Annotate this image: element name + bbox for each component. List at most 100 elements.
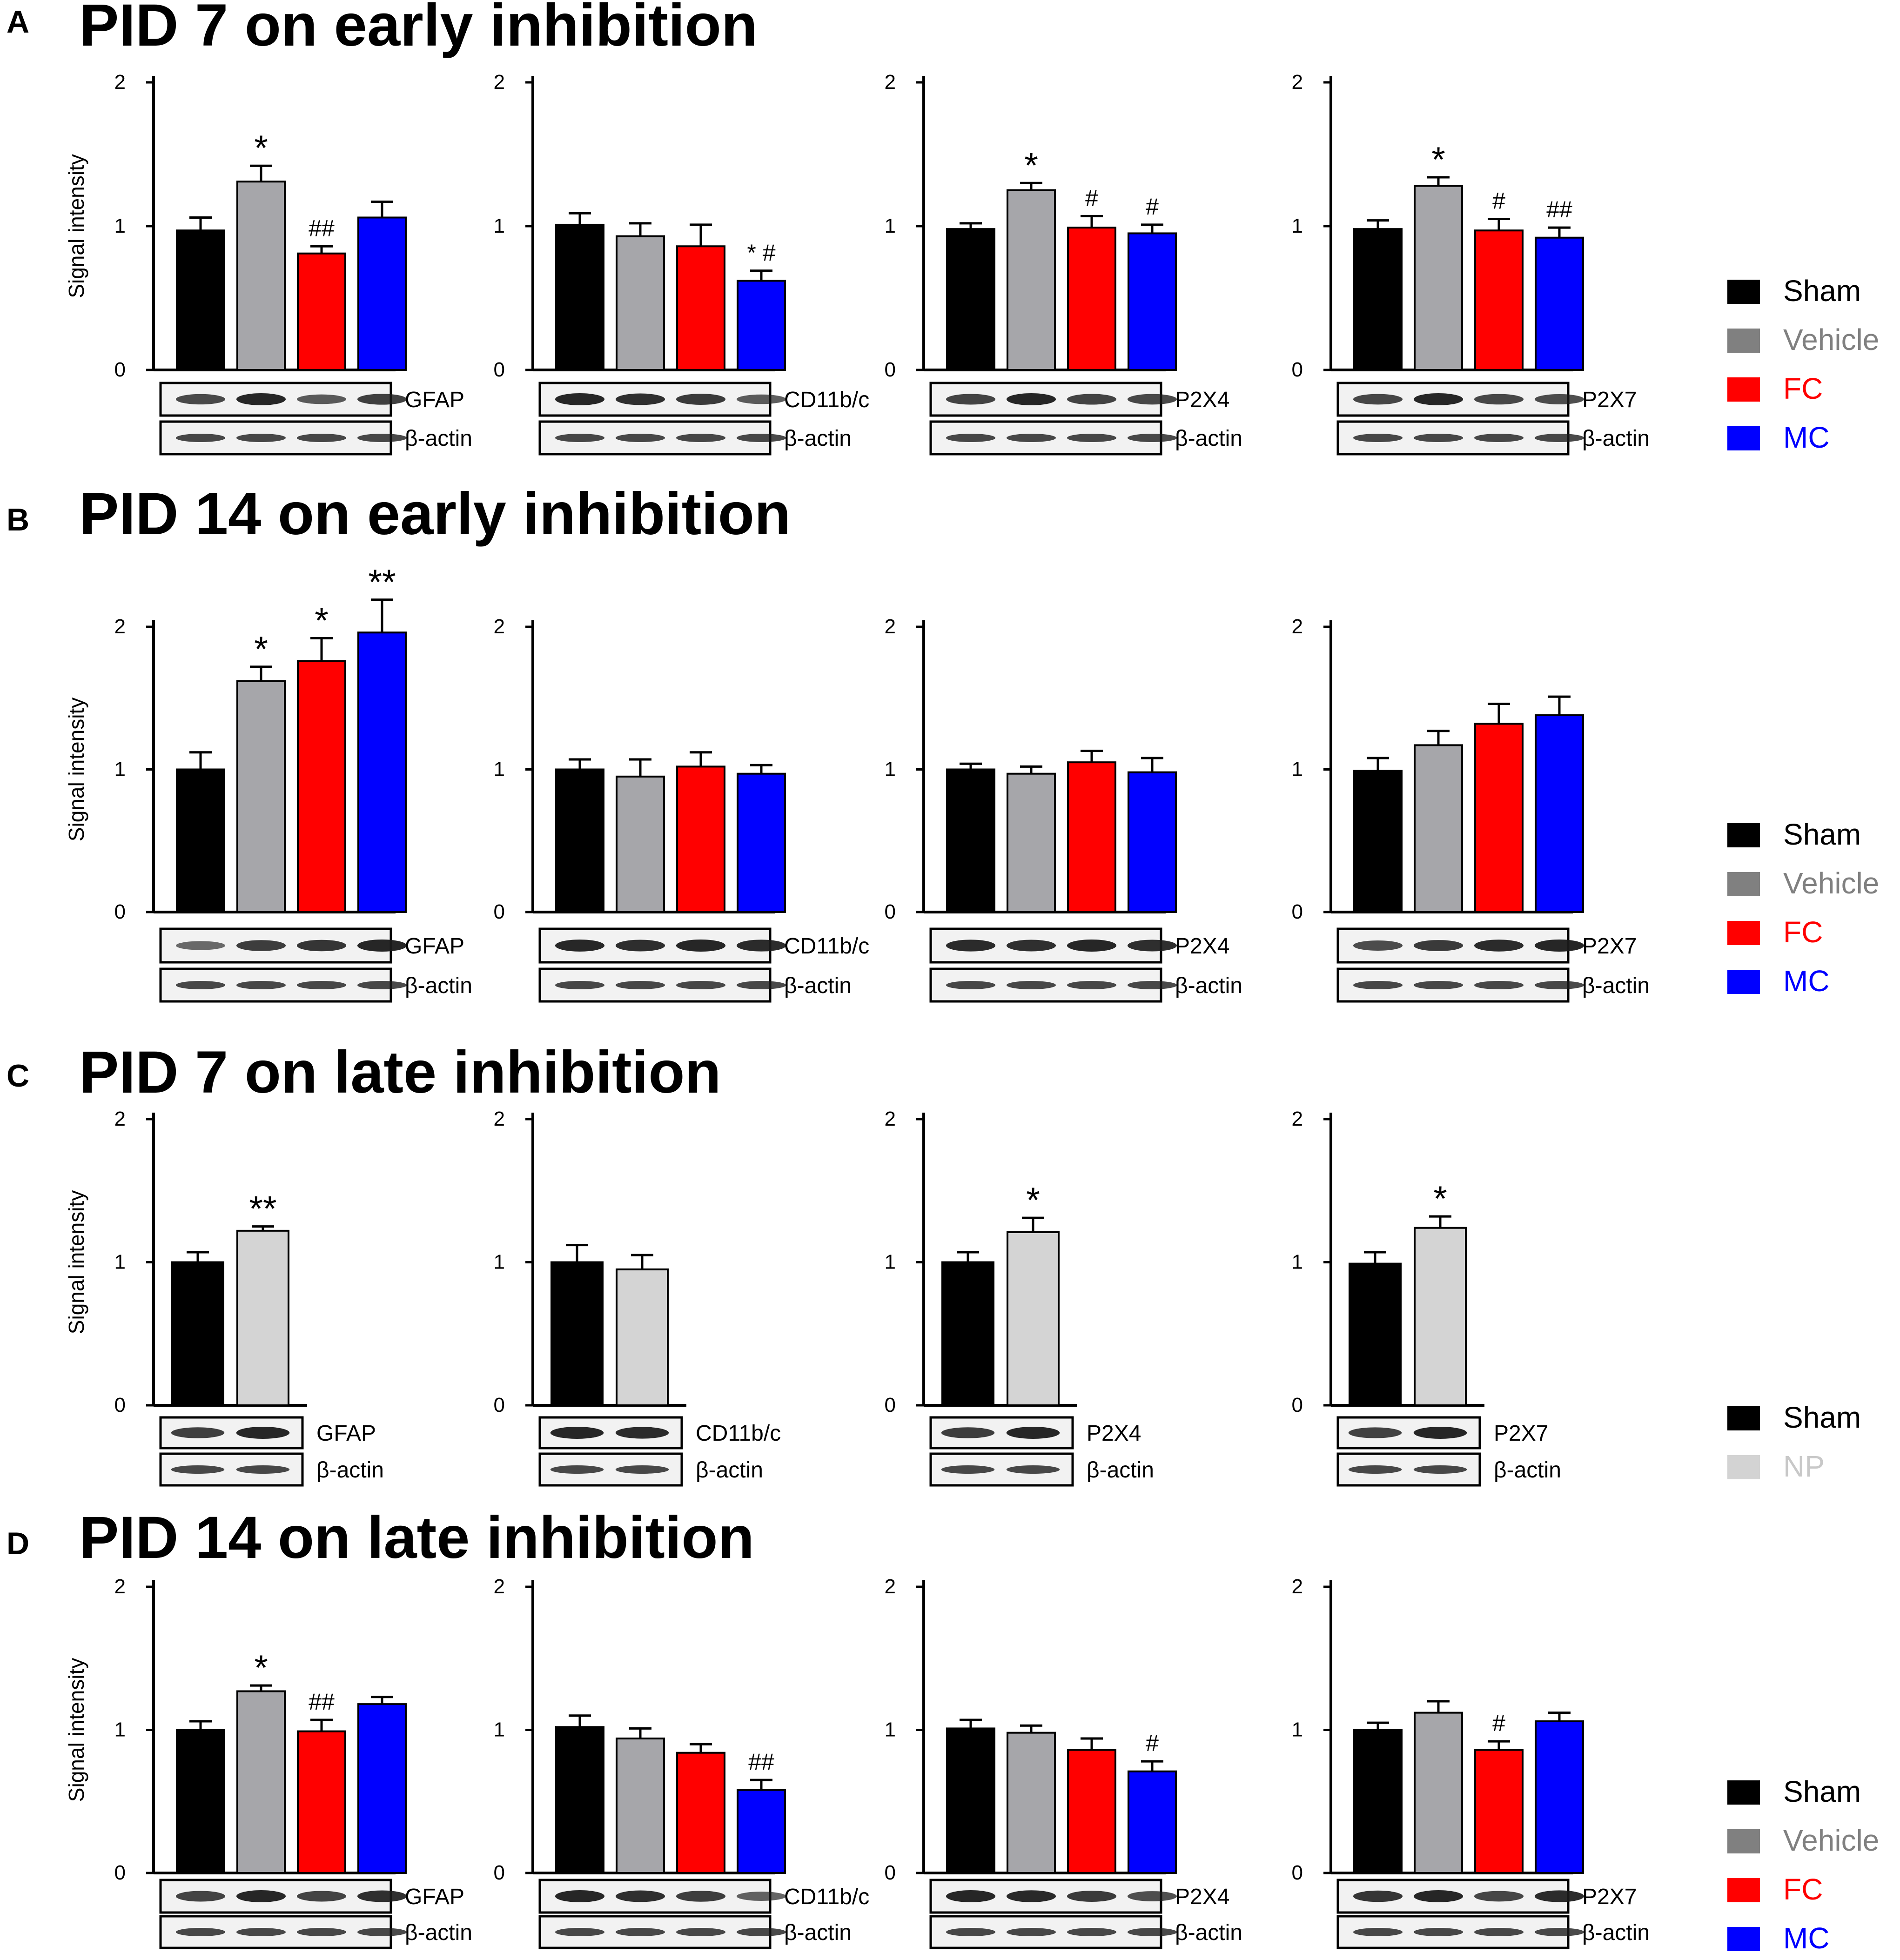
blot-loading-control: β-actin <box>929 420 1242 456</box>
blot-band <box>1413 1465 1467 1474</box>
blot-band <box>1067 1891 1117 1902</box>
blot-band <box>615 393 665 405</box>
bar-mc <box>1128 232 1177 371</box>
legend-swatch-sham <box>1727 1406 1760 1430</box>
legend-swatch-mc <box>1727 970 1760 994</box>
blot-band <box>1413 434 1464 442</box>
blot-band <box>1067 1928 1117 1936</box>
bar-vehicle <box>236 680 286 913</box>
blot-label: β-actin <box>405 426 472 451</box>
blot-band <box>555 434 605 442</box>
y-tick-label: 0 <box>1292 1861 1303 1884</box>
blot-band <box>676 394 726 405</box>
significance-label: ** <box>368 563 396 602</box>
blot-band <box>236 393 286 405</box>
significance-label: * <box>315 601 329 641</box>
blot-label: P2X4 <box>1175 934 1229 959</box>
bar-mc <box>737 1789 786 1874</box>
legend-panel-A: Sham Vehicle FC MC <box>1727 274 1879 454</box>
bar-mc <box>737 280 786 371</box>
blot-band <box>296 940 347 952</box>
blot-band <box>1413 981 1464 989</box>
panel-C-CD11bc-chart: 0 1 2 CD11b/c β-actin <box>494 1108 781 1487</box>
blot-label: β-actin <box>1087 1458 1154 1483</box>
bar-fc <box>1474 723 1524 913</box>
significance-label: # <box>1085 185 1098 211</box>
blot-band <box>236 1427 290 1439</box>
blot-band <box>296 981 347 989</box>
significance-label: * <box>1433 1179 1447 1219</box>
bar-fc <box>1067 761 1116 913</box>
legend-label-fc: FC <box>1783 915 1823 949</box>
significance-label: * <box>254 630 268 669</box>
blot-loading-control: β-actin <box>538 420 852 456</box>
blot-label: β-actin <box>1494 1458 1561 1483</box>
legend-label-sham: Sham <box>1783 1401 1861 1434</box>
y-tick-label: 1 <box>494 215 505 237</box>
blot-band <box>1127 1891 1177 1901</box>
legend-label-vehicle: Vehicle <box>1783 323 1879 356</box>
blot-band <box>676 981 726 989</box>
blot-band <box>555 981 605 989</box>
blot-band <box>1127 434 1177 442</box>
blot-label: P2X4 <box>1175 1885 1229 1909</box>
blot-band <box>357 1928 407 1936</box>
blot-band <box>946 1928 996 1936</box>
y-tick-label: 0 <box>885 1861 896 1884</box>
y-tick-label: 2 <box>494 1108 505 1130</box>
blot-label: GFAP <box>316 1421 376 1446</box>
blot-label: P2X7 <box>1494 1421 1548 1446</box>
legend-label-mc: MC <box>1783 421 1830 454</box>
blot-band <box>236 981 286 989</box>
bar-fc <box>1474 229 1524 371</box>
legend-label-fc: FC <box>1783 372 1823 405</box>
legend-label-np: NP <box>1783 1450 1825 1483</box>
blot-band <box>236 1465 290 1474</box>
y-tick-label: 1 <box>114 215 126 237</box>
blot-label: P2X7 <box>1582 934 1637 959</box>
bar-sham <box>176 229 225 371</box>
bar-mc <box>357 631 407 913</box>
y-tick-label: 0 <box>1292 358 1303 381</box>
blot-band <box>1067 940 1117 952</box>
blot-target: GFAP <box>159 927 464 964</box>
blot-band <box>676 940 726 952</box>
blot-target: P2X7 <box>1336 1416 1548 1450</box>
bar-sham <box>941 1261 994 1406</box>
blot-frame <box>159 1452 304 1487</box>
blot-band <box>175 434 226 442</box>
blot-loading-control: β-actin <box>159 420 472 456</box>
blot-label: β-actin <box>1175 973 1242 998</box>
y-tick-label: 1 <box>885 215 896 237</box>
bar-fc <box>676 1752 725 1874</box>
bar-vehicle <box>616 235 665 371</box>
y-tick-label: 2 <box>1292 1108 1303 1130</box>
blot-band <box>941 1427 995 1438</box>
panel-D-CD11bc-chart: 0 1 2 ## CD11b/c β-actin <box>494 1575 869 1949</box>
legend-panel-B: Sham Vehicle FC MC <box>1727 818 1879 998</box>
y-tick-label: 1 <box>494 1251 505 1274</box>
blot-band <box>357 981 407 989</box>
blot-loading-control: β-actin <box>159 967 472 1003</box>
legend-label-sham: Sham <box>1783 1775 1861 1808</box>
significance-label: * # <box>747 240 775 266</box>
blot-band <box>296 1891 347 1902</box>
bar-fc <box>676 245 725 371</box>
y-tick-label: 2 <box>114 1575 126 1598</box>
blot-band <box>175 1891 226 1902</box>
blot-band <box>736 1928 786 1936</box>
y-axis-label: Signal intensity <box>64 154 88 298</box>
legend-swatch-vehicle <box>1727 872 1760 896</box>
blot-label: β-actin <box>784 426 852 451</box>
bar-vehicle <box>1414 1712 1463 1874</box>
legend-label-fc: FC <box>1783 1873 1823 1906</box>
significance-label: # <box>1492 188 1505 214</box>
legend-panel-D: Sham Vehicle FC MC <box>1727 1775 1879 1955</box>
panel-D-P2X4-chart: 0 1 2 # P2X4 β-actin <box>885 1575 1242 1949</box>
blot-band <box>357 1890 407 1902</box>
blot-loading-control: β-actin <box>1336 420 1650 456</box>
significance-label: * <box>1026 1181 1040 1220</box>
y-tick-label: 1 <box>1292 215 1303 237</box>
bar-mc <box>737 772 786 913</box>
